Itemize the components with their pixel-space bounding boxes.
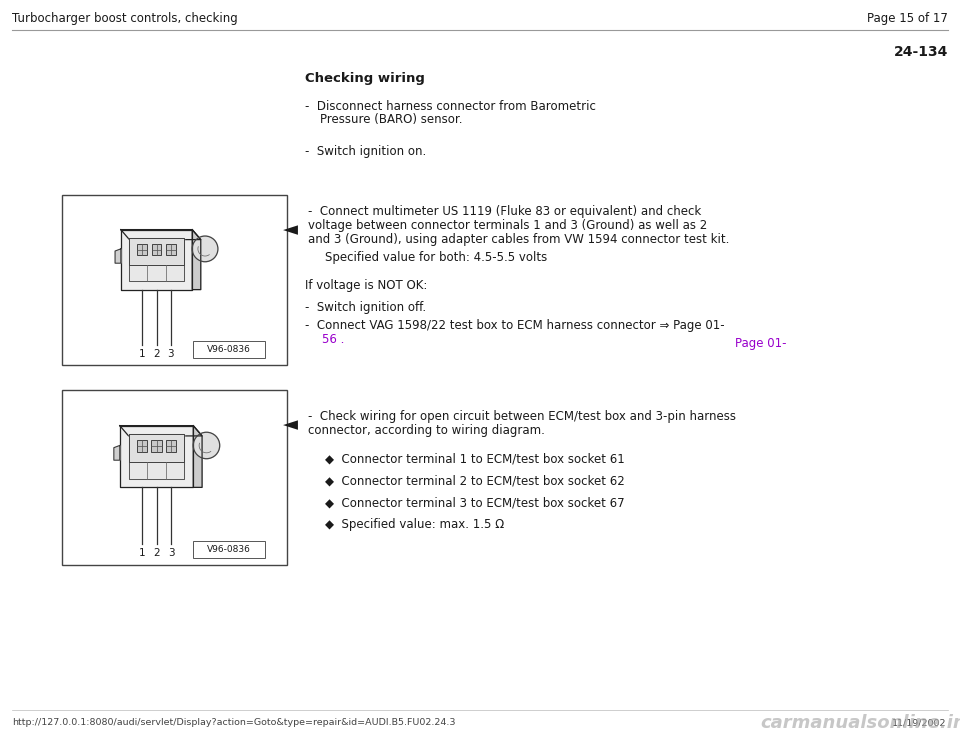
Text: ◄: ◄ [283, 220, 298, 240]
Text: 11/19/2002: 11/19/2002 [892, 718, 946, 727]
Polygon shape [193, 426, 202, 487]
Text: V96-0836: V96-0836 [206, 345, 251, 354]
Bar [62, 195, 287, 365]
Text: carmanualsonline.info: carmanualsonline.info [760, 714, 960, 732]
Bar [152, 244, 161, 255]
Polygon shape [120, 426, 202, 436]
Polygon shape [121, 229, 192, 289]
Text: 56 .: 56 . [322, 333, 345, 346]
Text: Turbocharger boost controls, checking: Turbocharger boost controls, checking [12, 12, 238, 25]
Polygon shape [129, 462, 184, 479]
Text: If voltage is NOT OK:: If voltage is NOT OK: [305, 279, 427, 292]
Bar [152, 440, 161, 452]
Text: -  Switch ignition off.: - Switch ignition off. [305, 301, 426, 314]
Bar [166, 440, 177, 452]
Text: V96-0836: V96-0836 [206, 545, 251, 554]
Bar [137, 244, 147, 255]
Text: Checking wiring: Checking wiring [305, 72, 425, 85]
Text: -  Check wiring for open circuit between ECM/test box and 3-pin harness: - Check wiring for open circuit between … [308, 410, 736, 423]
Text: -  Switch ignition on.: - Switch ignition on. [305, 145, 426, 158]
Text: 3: 3 [168, 548, 175, 558]
Text: http://127.0.0.1:8080/audi/servlet/Display?action=Goto&type=repair&id=AUDI.B5.FU: http://127.0.0.1:8080/audi/servlet/Displ… [12, 718, 455, 727]
Bar [166, 244, 176, 255]
Text: ◆  Connector terminal 1 to ECM/test box socket 61: ◆ Connector terminal 1 to ECM/test box s… [325, 452, 625, 465]
Text: ◄: ◄ [283, 416, 298, 435]
Polygon shape [192, 229, 201, 289]
Bar [193, 540, 265, 558]
Polygon shape [130, 266, 183, 281]
Text: 3: 3 [167, 349, 174, 358]
Text: and 3 (Ground), using adapter cables from VW 1594 connector test kit.: and 3 (Ground), using adapter cables fro… [308, 233, 730, 246]
Polygon shape [129, 435, 184, 462]
Text: 1: 1 [138, 548, 145, 558]
Bar [62, 390, 287, 565]
Circle shape [192, 236, 218, 262]
Text: -  Connect multimeter US 1119 (Fluke 83 or equivalent) and check: - Connect multimeter US 1119 (Fluke 83 o… [308, 205, 701, 218]
Text: Pressure (BARO) sensor.: Pressure (BARO) sensor. [320, 113, 463, 126]
Polygon shape [121, 229, 201, 240]
Bar [136, 440, 147, 452]
Text: -  Connect VAG 1598/22 test box to ECM harness connector ⇒ Page 01-: - Connect VAG 1598/22 test box to ECM ha… [305, 319, 725, 332]
Text: ◆  Specified value: max. 1.5 Ω: ◆ Specified value: max. 1.5 Ω [325, 518, 504, 531]
Text: Page 01-: Page 01- [735, 337, 786, 350]
Polygon shape [114, 445, 120, 460]
Text: 1: 1 [139, 349, 146, 358]
Text: ◆  Connector terminal 2 to ECM/test box socket 62: ◆ Connector terminal 2 to ECM/test box s… [325, 474, 625, 487]
Text: 2: 2 [154, 349, 159, 358]
Text: 2: 2 [154, 548, 159, 558]
Text: voltage between connector terminals 1 and 3 (Ground) as well as 2: voltage between connector terminals 1 an… [308, 219, 708, 232]
Polygon shape [115, 249, 121, 263]
Text: Specified value for both: 4.5-5.5 volts: Specified value for both: 4.5-5.5 volts [325, 251, 547, 264]
Bar [193, 341, 265, 358]
Polygon shape [130, 238, 183, 266]
Text: -  Disconnect harness connector from Barometric: - Disconnect harness connector from Baro… [305, 100, 596, 113]
Text: connector, according to wiring diagram.: connector, according to wiring diagram. [308, 424, 545, 437]
Circle shape [193, 433, 220, 459]
Text: Page 15 of 17: Page 15 of 17 [867, 12, 948, 25]
Text: ◆  Connector terminal 3 to ECM/test box socket 67: ◆ Connector terminal 3 to ECM/test box s… [325, 496, 625, 509]
Polygon shape [120, 426, 193, 487]
Text: 24-134: 24-134 [894, 45, 948, 59]
